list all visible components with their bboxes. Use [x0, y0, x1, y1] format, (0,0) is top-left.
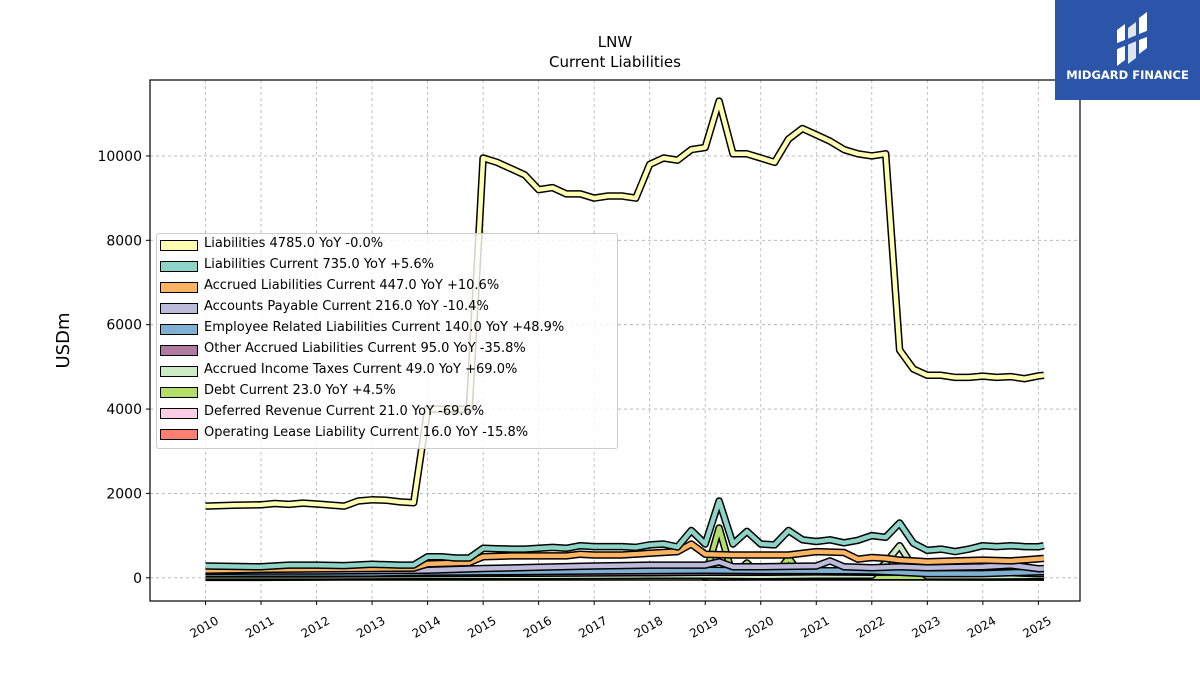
x-tick-label: 2011: [243, 613, 276, 640]
x-tick-label: 2012: [299, 613, 332, 640]
y-axis-label: USDm: [53, 313, 74, 369]
y-tick-label: 6000: [106, 318, 142, 334]
x-tick-label: 2016: [521, 613, 554, 640]
legend-label: Employee Related Liabilities Current 140…: [204, 320, 565, 335]
y-tick-label: 0: [133, 571, 142, 587]
legend-swatch: [160, 303, 198, 314]
x-tick-label: 2018: [632, 613, 665, 640]
legend-swatch: [160, 366, 198, 377]
x-tick-label: 2020: [743, 613, 776, 640]
series-line-accrued-liabilities-current: [205, 541, 1045, 573]
x-tick-label: 2013: [354, 613, 387, 640]
legend-label: Deferred Revenue Current 21.0 YoY -69.6%: [204, 404, 485, 419]
x-tick-label: 2021: [798, 613, 831, 640]
legend-swatch: [160, 408, 198, 419]
chart-subtitle: Current Liabilities: [549, 53, 681, 71]
brand-name: MIDGARD FINANCE: [1066, 68, 1189, 82]
legend-label: Other Accrued Liabilities Current 95.0 Y…: [204, 341, 526, 356]
legend-label: Operating Lease Liability Current 16.0 Y…: [204, 425, 529, 440]
brand-mark-icon: [1115, 12, 1149, 66]
legend-swatch: [160, 240, 198, 251]
legend-swatch: [160, 345, 198, 356]
y-tick-label: 8000: [106, 233, 142, 249]
x-tick-label: 2024: [965, 613, 998, 640]
legend-swatch: [160, 387, 198, 398]
x-tick-label: 2019: [687, 613, 720, 640]
legend-label: Liabilities 4785.0 YoY -0.0%: [204, 236, 384, 251]
x-tick-label: 2023: [909, 613, 942, 640]
legend-swatch: [160, 282, 198, 293]
x-tick-label: 2015: [465, 613, 498, 640]
x-tick-label: 2010: [188, 613, 221, 640]
y-tick-label: 2000: [106, 486, 142, 502]
y-tick-label: 10000: [97, 149, 142, 165]
chart-legend: Liabilities 4785.0 YoY -0.0% Liabilities …: [156, 233, 618, 449]
legend-swatch: [160, 324, 198, 335]
x-tick-label: 2014: [410, 613, 443, 640]
legend-label: Liabilities Current 735.0 YoY +5.6%: [204, 257, 434, 272]
x-tick-label: 2022: [854, 613, 887, 640]
x-tick-label: 2017: [576, 613, 609, 640]
brand-logo: MIDGARD FINANCE: [1055, 0, 1200, 100]
legend-label: Accrued Liabilities Current 447.0 YoY +1…: [204, 278, 500, 293]
legend-swatch: [160, 429, 198, 440]
legend-label: Debt Current 23.0 YoY +4.5%: [204, 383, 396, 398]
y-tick-label: 4000: [106, 402, 142, 418]
x-tick-label: 2025: [1020, 613, 1053, 640]
legend-label: Accounts Payable Current 216.0 YoY -10.4…: [204, 299, 489, 314]
series-line-liabilities-current: [205, 498, 1045, 570]
plot-frame: [149, 79, 1081, 602]
legend-swatch: [160, 261, 198, 272]
chart-title: LNW: [597, 33, 633, 51]
legend-label: Accrued Income Taxes Current 49.0 YoY +6…: [204, 362, 518, 377]
series-line-liabilities: [205, 98, 1045, 509]
